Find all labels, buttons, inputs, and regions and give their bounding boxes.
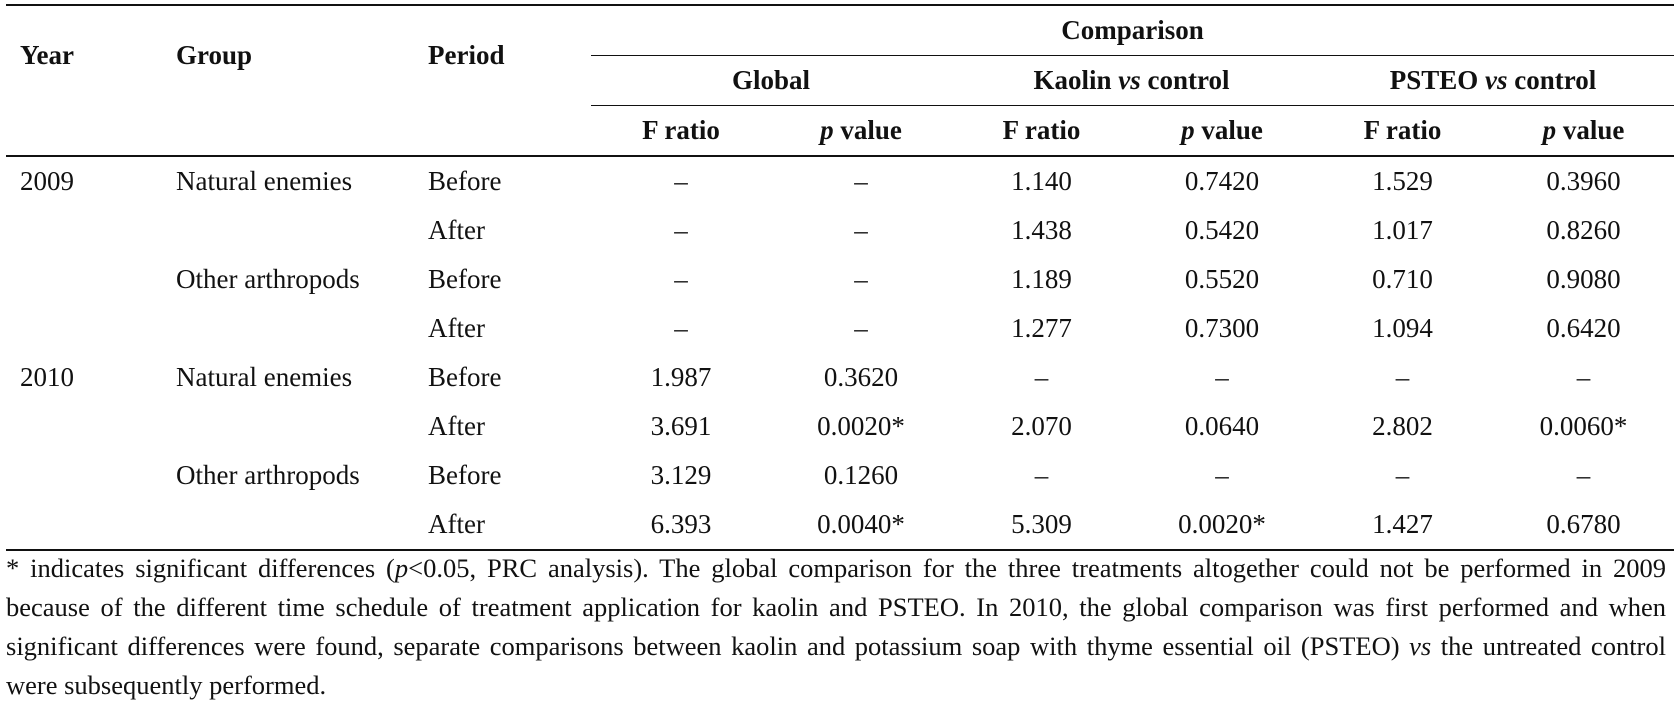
cell-year [6, 206, 162, 255]
cell-year: 2010 [20, 362, 74, 392]
cell-global-f: 3.129 [650, 460, 712, 490]
cell-year [6, 304, 162, 353]
cell-global-p: 0.3620 [823, 362, 899, 392]
cell-psteo-f: 1.017 [1372, 215, 1433, 245]
cell-global-p: – [854, 313, 868, 343]
header-global-f-ratio: F ratio [591, 105, 771, 157]
table-row: 2009 Natural enemies Before – – 1.140 0.… [6, 156, 1674, 206]
cell-global-f: – [674, 215, 688, 245]
cell-kaolin-p: 0.7300 [1184, 313, 1260, 343]
cell-psteo-p: 0.6780 [1493, 500, 1675, 551]
cell-period: After [414, 500, 591, 551]
table-row: After – – 1.277 0.7300 1.094 0.6420 [6, 304, 1674, 353]
cell-year [6, 402, 162, 451]
cell-psteo-f: 0.710 [1372, 264, 1433, 294]
header-kaolin-f-ratio: F ratio [951, 105, 1132, 157]
cell-kaolin-f: 5.309 [951, 500, 1132, 551]
table-row: 2010 Natural enemies Before 1.987 0.3620… [6, 353, 1674, 402]
cell-kaolin-f: 1.277 [1011, 313, 1072, 343]
cell-psteo-p: 0.3960 [1546, 166, 1621, 196]
cell-group: Natural enemies [176, 362, 353, 392]
cell-group: Other arthropods [176, 460, 360, 490]
cell-kaolin-f: – [1034, 362, 1049, 392]
table-row: Other arthropods Before – – 1.189 0.5520… [6, 255, 1674, 304]
cell-psteo-p: 0.8260 [1546, 215, 1621, 245]
cell-group [162, 402, 414, 451]
cell-period: Before [428, 460, 502, 490]
cell-kaolin-p: – [1215, 362, 1229, 392]
cell-year [6, 500, 162, 551]
header-global-p-value: p value [771, 105, 951, 157]
header-kaolin-p-value: p value [1132, 105, 1312, 157]
header-psteo-vs-control: PSTEO vs control [1312, 55, 1675, 106]
cell-period: After [428, 215, 485, 245]
cell-global-f: – [674, 264, 688, 294]
cell-kaolin-f: – [1034, 460, 1049, 490]
cell-year [6, 255, 162, 304]
footnote-text: * indicates significant differences (p<0… [6, 553, 1667, 700]
table-row: After 6.393 0.0040* 5.309 0.0020* 1.427 … [6, 500, 1675, 551]
header-year: Year [6, 4, 162, 106]
header-psteo-f-ratio: F ratio [1312, 105, 1493, 157]
cell-psteo-p: – [1576, 362, 1591, 392]
cell-group [162, 206, 414, 255]
cell-kaolin-f: 1.140 [1011, 166, 1072, 196]
cell-year [6, 451, 162, 500]
cell-kaolin-p: 0.0020* [1132, 500, 1312, 551]
table-container: Year Group Period Comparison Global Kaol… [6, 4, 1675, 551]
results-table: Year Group Period Comparison Global Kaol… [6, 4, 1675, 551]
cell-group: Natural enemies [176, 166, 353, 196]
cell-period: After [428, 411, 485, 441]
cell-global-p: 0.1260 [823, 460, 899, 490]
cell-group [162, 500, 414, 551]
cell-global-f: 1.987 [650, 362, 712, 392]
cell-psteo-f: 2.802 [1372, 411, 1433, 441]
table-header: Year Group Period Comparison Global Kaol… [6, 4, 1675, 157]
cell-psteo-f: – [1395, 362, 1410, 392]
header-period: Period [414, 4, 591, 106]
cell-psteo-f: 1.427 [1312, 500, 1493, 551]
table-row: After 3.691 0.0020* 2.070 0.0640 2.802 0… [6, 402, 1674, 451]
cell-global-p: – [854, 264, 868, 294]
table-row: Other arthropods Before 3.129 0.1260 – –… [6, 451, 1674, 500]
cell-group [162, 304, 414, 353]
cell-global-p: – [854, 215, 868, 245]
cell-kaolin-f: 1.438 [1011, 215, 1072, 245]
cell-kaolin-p: 0.5520 [1184, 264, 1260, 294]
cell-period: After [428, 313, 485, 343]
cell-psteo-f: – [1395, 460, 1410, 490]
cell-psteo-p: 0.6420 [1546, 313, 1621, 343]
cell-kaolin-p: – [1215, 460, 1229, 490]
cell-kaolin-f: 2.070 [1011, 411, 1072, 441]
cell-period: Before [428, 166, 502, 196]
header-psteo-p-value: p value [1493, 105, 1675, 157]
table-footnote: * indicates significant differences (p<0… [6, 549, 1666, 705]
cell-psteo-p: 0.9080 [1546, 264, 1621, 294]
table-body: 2009 Natural enemies Before – – 1.140 0.… [6, 156, 1675, 551]
cell-global-f: – [674, 166, 688, 196]
cell-year: 2009 [20, 166, 74, 196]
cell-global-p: 0.0040* [771, 500, 951, 551]
cell-kaolin-f: 1.189 [1011, 264, 1072, 294]
cell-period: Before [428, 362, 502, 392]
cell-global-p: 0.0020* [817, 411, 905, 441]
cell-period: Before [428, 264, 502, 294]
header-comparison: Comparison [591, 4, 1675, 56]
cell-group: Other arthropods [176, 264, 360, 294]
cell-kaolin-p: 0.0640 [1184, 411, 1260, 441]
cell-global-f: 6.393 [591, 500, 771, 551]
cell-psteo-f: 1.094 [1372, 313, 1433, 343]
cell-kaolin-p: 0.7420 [1184, 166, 1260, 196]
header-global: Global [591, 55, 951, 106]
cell-psteo-p: 0.0060* [1539, 411, 1628, 441]
header-group: Group [162, 4, 414, 106]
cell-psteo-f: 1.529 [1372, 166, 1433, 196]
header-kaolin-vs-control: Kaolin vs control [951, 55, 1312, 106]
cell-kaolin-p: 0.5420 [1184, 215, 1260, 245]
cell-psteo-p: – [1576, 460, 1591, 490]
cell-global-f: – [674, 313, 688, 343]
cell-global-f: 3.691 [650, 411, 712, 441]
cell-global-p: – [854, 166, 868, 196]
table-row: After – – 1.438 0.5420 1.017 0.8260 [6, 206, 1674, 255]
